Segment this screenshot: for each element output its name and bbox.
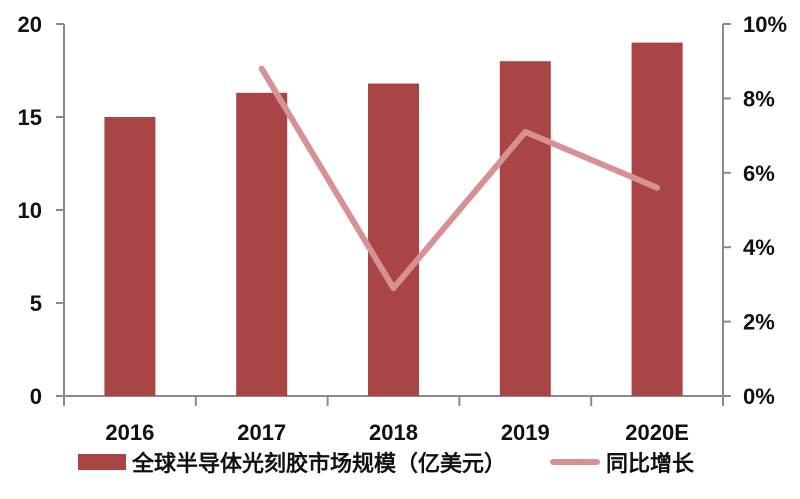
x-axis-tick-label: 2020E	[625, 420, 689, 440]
legend: 全球半导体光刻胶市场规模（亿美元） 同比增长	[78, 447, 694, 477]
legend-item-yoy-growth: 同比增长	[550, 446, 694, 478]
combo-chart: 0 5 10 15 20 0% 2% 4% 6% 8% 10% 2016 2017 2018 2019 202…	[18, 12, 788, 440]
bar	[104, 117, 156, 396]
right-axis-tick-label: 2%	[743, 310, 775, 335]
line-swatch-icon	[550, 459, 601, 465]
bar	[631, 42, 683, 396]
bar	[368, 83, 419, 397]
right-axis-tick-label: 0%	[743, 384, 775, 409]
legend-label-yoy-growth: 同比增长	[606, 452, 695, 477]
x-axis-tick-label: 2019	[501, 420, 550, 440]
x-axis-tick-label: 2017	[237, 420, 286, 440]
bar-series	[104, 42, 683, 397]
bar	[499, 61, 551, 396]
left-axis-tick-label: 5	[30, 291, 42, 316]
tick-labels: 0 5 10 15 20 0% 2% 4% 6% 8% 10% 2016 2017 2018 2019 202…	[18, 12, 788, 440]
left-axis-tick-label: 10	[18, 198, 42, 223]
growth-line-series	[258, 65, 661, 292]
left-axis-tick-label: 15	[18, 105, 42, 130]
bar-swatch-icon	[78, 454, 126, 470]
x-axis-tick-label: 2016	[105, 420, 154, 440]
right-axis-tick-label: 6%	[743, 161, 775, 186]
right-axis-tick-label: 8%	[743, 86, 775, 111]
legend-item-market-size: 全球半导体光刻胶市场规模（亿美元）	[78, 446, 506, 478]
right-axis-tick-label: 10%	[743, 12, 787, 37]
left-axis-tick-label: 0	[30, 384, 42, 409]
x-axis-tick-label: 2018	[369, 420, 418, 440]
legend-label-market-size: 全球半导体光刻胶市场规模（亿美元）	[132, 452, 507, 477]
growth-line	[258, 65, 661, 292]
right-axis-tick-label: 4%	[743, 235, 775, 260]
bar	[236, 92, 288, 396]
left-axis-tick-label: 20	[18, 12, 42, 37]
